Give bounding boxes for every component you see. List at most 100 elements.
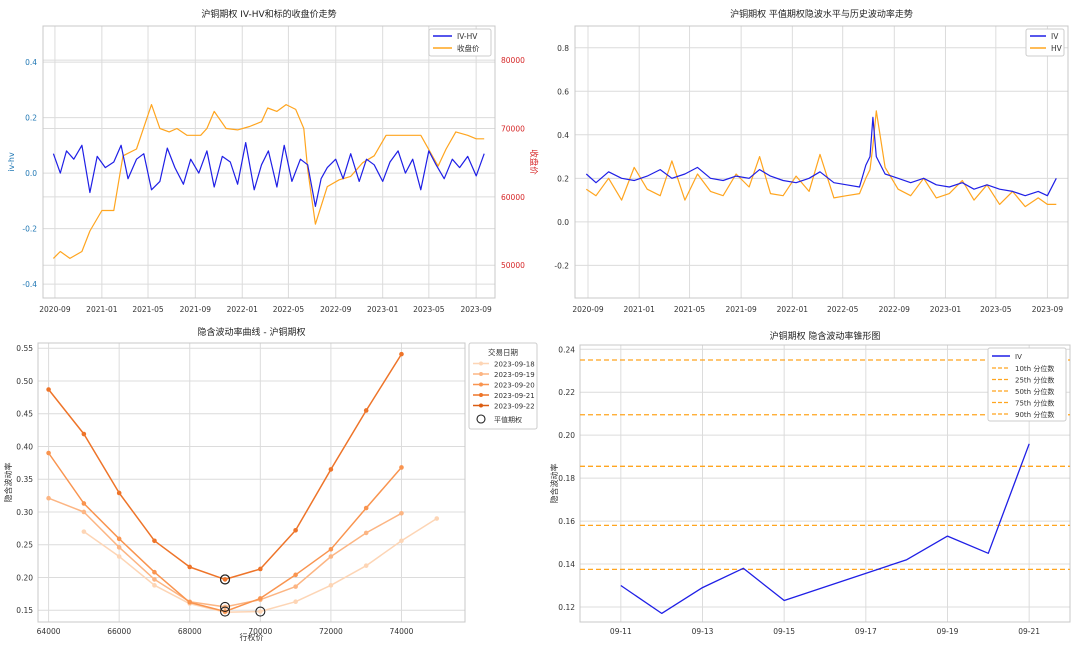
smile-point (258, 566, 263, 572)
legend: IV HV (1025, 28, 1065, 57)
y-tick-label: 0.20 (16, 573, 33, 582)
smile-point (328, 554, 334, 559)
smile-point (81, 431, 87, 437)
y-tick-label: 0.6 (557, 87, 569, 96)
x-tick-label: 2023-05 (413, 305, 445, 314)
y-tick-label: 0.40 (16, 442, 33, 451)
panel-iv-hv-levels: 2020-09 2021-01 2021-05 2021-09 2022-01 2022-… (554, 8, 1069, 314)
legend-label-iv-hv: IV-HV (457, 32, 478, 41)
legend-swatch-dot (479, 393, 483, 397)
smile-point (399, 510, 404, 516)
smile-point (328, 583, 334, 588)
legend-swatch-dot (479, 361, 483, 366)
left-tick-label: 0.0 (25, 169, 37, 178)
x-tick-label: 2023-05 (980, 305, 1012, 314)
smile-point (152, 569, 157, 575)
x-axis-label: 行权价 (240, 632, 264, 642)
legend-swatch-dot (479, 382, 483, 387)
panel-iv-cone: 09-11 09-13 09-15 09-17 09-19 09-21 0.12 0.14 0.… (549, 330, 1071, 636)
smile-point (328, 547, 334, 552)
y-tick-label: 0.16 (558, 517, 575, 526)
x-tick-label: 2023-09 (1032, 305, 1064, 314)
legend-title: 交易日期 (488, 347, 518, 357)
legend-label-percentile: 25th 分位数 (1015, 376, 1054, 385)
x-tick-label: 09-17 (855, 627, 877, 636)
atm-marker (219, 606, 231, 617)
smile-point (116, 490, 122, 496)
x-tick-label: 09-19 (937, 627, 959, 636)
x-tick-label: 2021-01 (86, 305, 118, 314)
smile-point (81, 509, 87, 515)
series-line-hv (585, 110, 1057, 208)
atm-marker (219, 601, 231, 612)
smile-line-2023-09-19 (48, 497, 402, 608)
legend-label-percentile: 10th 分位数 (1015, 364, 1054, 373)
y-tick-label: -0.2 (554, 261, 569, 270)
series-line-close-price (52, 103, 485, 259)
y-tick-label: 0.0 (557, 218, 569, 227)
smile-point (46, 450, 51, 456)
plot-frame (37, 342, 466, 623)
y-tick-label: 0.50 (16, 377, 33, 386)
x-tick-label: 2022-09 (320, 305, 352, 314)
x-tick-label: 09-15 (773, 627, 795, 636)
smile-point (152, 583, 157, 588)
legend-atm-marker (476, 414, 486, 424)
legend-label-percentile: 75th 分位数 (1015, 399, 1054, 408)
y-tick-label: 0.24 (558, 345, 575, 354)
x-tick-label: 2023-09 (460, 305, 492, 314)
smile-point (363, 563, 369, 568)
legend-label-close: 收盘价 (457, 43, 480, 53)
smile-point (328, 467, 334, 472)
y-tick-label: 0.25 (16, 541, 33, 550)
smile-point (363, 505, 369, 511)
chart-title: 隐含波动率曲线 - 沪铜期权 (198, 326, 306, 338)
y-tick-label: 0.45 (16, 410, 33, 419)
chart-title: 沪铜期权 平值期权隐波水平与历史波动率走势 (730, 8, 913, 20)
legend-label: 2023-09-21 (494, 392, 535, 400)
y-tick-label: 0.18 (558, 474, 575, 483)
x-tick-label: 2020-09 (572, 305, 604, 314)
legend-label-percentile: 90th 分位数 (1015, 410, 1054, 419)
smile-point (434, 516, 440, 521)
x-tick-label: 74000 (390, 627, 414, 636)
legend-label-iv: IV (1015, 353, 1022, 361)
x-tick-label: 2021-09 (725, 305, 757, 314)
smile-point (293, 528, 298, 533)
y-tick-label: 0.4 (557, 131, 569, 140)
y-tick-label: 0.55 (16, 344, 33, 353)
y-tick-label: 0.22 (558, 388, 575, 397)
y-tick-label: 0.12 (558, 603, 575, 612)
x-tick-label: 2020-09 (39, 305, 71, 314)
smile-point (187, 600, 193, 605)
y-tick-label: 0.35 (16, 475, 33, 484)
x-tick-label: 2023-01 (930, 305, 962, 314)
smile-point (258, 596, 263, 601)
x-tick-label: 2022-05 (273, 305, 305, 314)
x-tick-label: 09-11 (610, 627, 632, 636)
smile-point (116, 554, 122, 559)
x-tick-label: 2021-09 (180, 305, 212, 314)
right-tick-label: 70000 (501, 125, 525, 134)
x-tick-label: 2022-01 (777, 305, 809, 314)
smile-point (293, 572, 298, 578)
left-tick-label: -0.2 (22, 225, 37, 234)
smile-point (116, 545, 122, 550)
y-tick-label: 0.8 (557, 44, 569, 53)
smile-point (363, 408, 369, 413)
x-tick-label: 66000 (107, 627, 131, 636)
x-tick-label: 2022-09 (879, 305, 911, 314)
smile-point (187, 564, 193, 570)
left-tick-label: -0.4 (22, 280, 37, 289)
series-line-iv-hv (52, 142, 485, 207)
x-tick-label: 64000 (37, 627, 61, 636)
y-axis-label-right: 收盘价 (528, 149, 539, 175)
legend-swatch-dot (479, 372, 483, 376)
smile-line-2023-09-20 (47, 452, 403, 613)
legend: IV-HV 收盘价 (428, 28, 492, 57)
y-tick-label: 0.20 (558, 431, 575, 440)
chart-title: 沪铜期权 隐含波动率锥形图 (770, 330, 881, 342)
x-tick-label: 2022-05 (827, 305, 859, 314)
left-tick-label: 0.2 (25, 114, 37, 123)
y-tick-label: 0.2 (557, 174, 569, 183)
